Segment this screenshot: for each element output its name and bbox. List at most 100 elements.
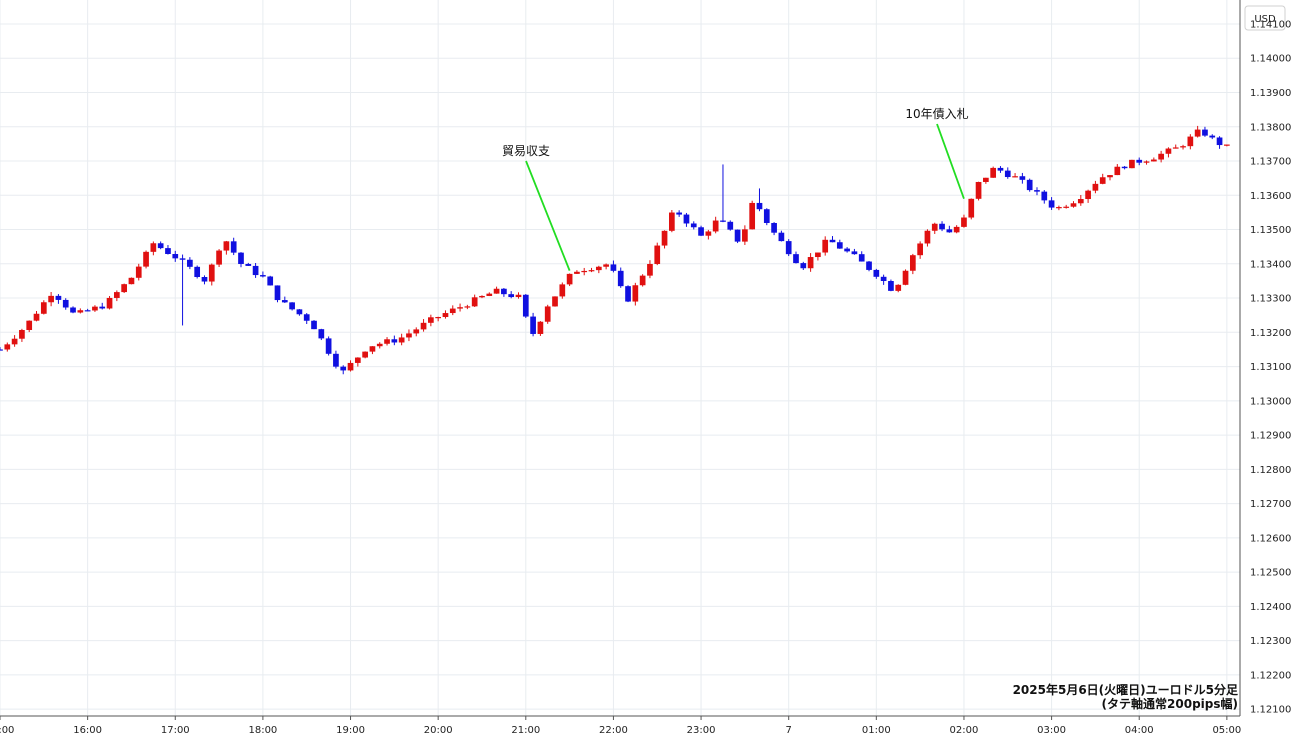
candle [245, 262, 252, 267]
candle [771, 222, 777, 236]
candle-body [617, 270, 624, 287]
candle [778, 230, 785, 242]
candle [216, 249, 222, 268]
candle-body [749, 202, 756, 230]
candle-body [1129, 159, 1135, 169]
candle-body [471, 297, 478, 307]
candle [260, 271, 266, 278]
candle [836, 239, 843, 249]
candle-body [11, 338, 18, 345]
candle [420, 319, 427, 332]
candle [194, 265, 201, 279]
candle-body [800, 263, 807, 269]
candle-body [873, 269, 880, 277]
candle-body [281, 300, 288, 303]
candle-body [369, 346, 376, 352]
candle [522, 294, 529, 318]
currency-box[interactable] [1244, 5, 1286, 31]
candle-body [763, 209, 770, 224]
candle [537, 321, 544, 336]
candle [135, 263, 142, 281]
candle [888, 279, 894, 292]
candle [844, 247, 850, 253]
candle-body [1063, 206, 1070, 208]
candle [574, 270, 580, 275]
candle-body [1041, 191, 1048, 201]
candle-body [376, 343, 383, 347]
candle-body [48, 295, 54, 303]
candle [11, 335, 18, 347]
candle-body [625, 286, 631, 302]
candle-body [1202, 129, 1208, 136]
candle-body [260, 275, 266, 277]
candle [384, 337, 390, 346]
candle [961, 214, 967, 228]
candle [880, 274, 887, 285]
candle [1136, 157, 1143, 166]
candle [975, 181, 982, 201]
candle [501, 287, 507, 297]
candle-body [19, 330, 25, 339]
candle-body [362, 351, 368, 358]
candle-body [128, 277, 135, 285]
x-tick-label: 17:00 [161, 725, 190, 736]
candle [639, 274, 646, 287]
candle-body [33, 313, 40, 321]
candle [866, 261, 872, 272]
candle-body [595, 266, 602, 271]
candle [391, 335, 398, 346]
candle-body [4, 344, 11, 350]
candle [48, 292, 54, 307]
candle-body [574, 271, 580, 274]
candle-body [150, 243, 157, 252]
y-tick-label: 1.13400 [1250, 259, 1291, 270]
candle [311, 320, 317, 330]
candle-body [844, 248, 850, 252]
candle-body [245, 263, 252, 266]
x-tick-label: 15:00 [0, 725, 14, 736]
candle [77, 308, 84, 314]
candle [946, 225, 953, 233]
candle [990, 166, 997, 178]
y-tick-label: 1.12300 [1250, 636, 1291, 647]
candle [1216, 136, 1223, 149]
candle [274, 285, 281, 303]
price-axis: USD 1.14100 1.14000 1.13900 1.13800 1.13700 1… [1244, 5, 1291, 716]
candle [479, 295, 485, 299]
candle-body [391, 339, 398, 343]
candle-body [990, 167, 997, 178]
candle [552, 296, 558, 307]
candle [493, 286, 500, 294]
candle-body [522, 294, 529, 317]
candle [252, 263, 259, 278]
candle [303, 313, 310, 325]
candle-body [216, 250, 222, 265]
candle-body [354, 357, 361, 363]
candle [1070, 201, 1077, 208]
x-tick-label: 02:00 [950, 725, 979, 736]
y-tick-label: 1.13600 [1250, 191, 1291, 202]
candle-body [931, 223, 938, 231]
candle-body [194, 266, 201, 278]
candle-body [384, 339, 390, 344]
candle-body [318, 329, 325, 339]
candle [398, 333, 405, 346]
candle-body [742, 229, 748, 242]
candle [939, 221, 945, 232]
candle [763, 208, 770, 226]
candle-body [92, 306, 98, 311]
candle [55, 294, 62, 304]
candle [406, 329, 412, 342]
candle-body [1143, 161, 1150, 163]
candle [610, 260, 617, 273]
candle [851, 248, 858, 255]
candle [4, 342, 11, 352]
x-tick-label: 04:00 [1125, 725, 1154, 736]
candle-body [581, 270, 588, 273]
candle-body [267, 276, 274, 286]
x-tick-label: 19:00 [336, 725, 365, 736]
candle [1180, 144, 1186, 150]
candle [968, 198, 975, 220]
candle [829, 236, 836, 243]
